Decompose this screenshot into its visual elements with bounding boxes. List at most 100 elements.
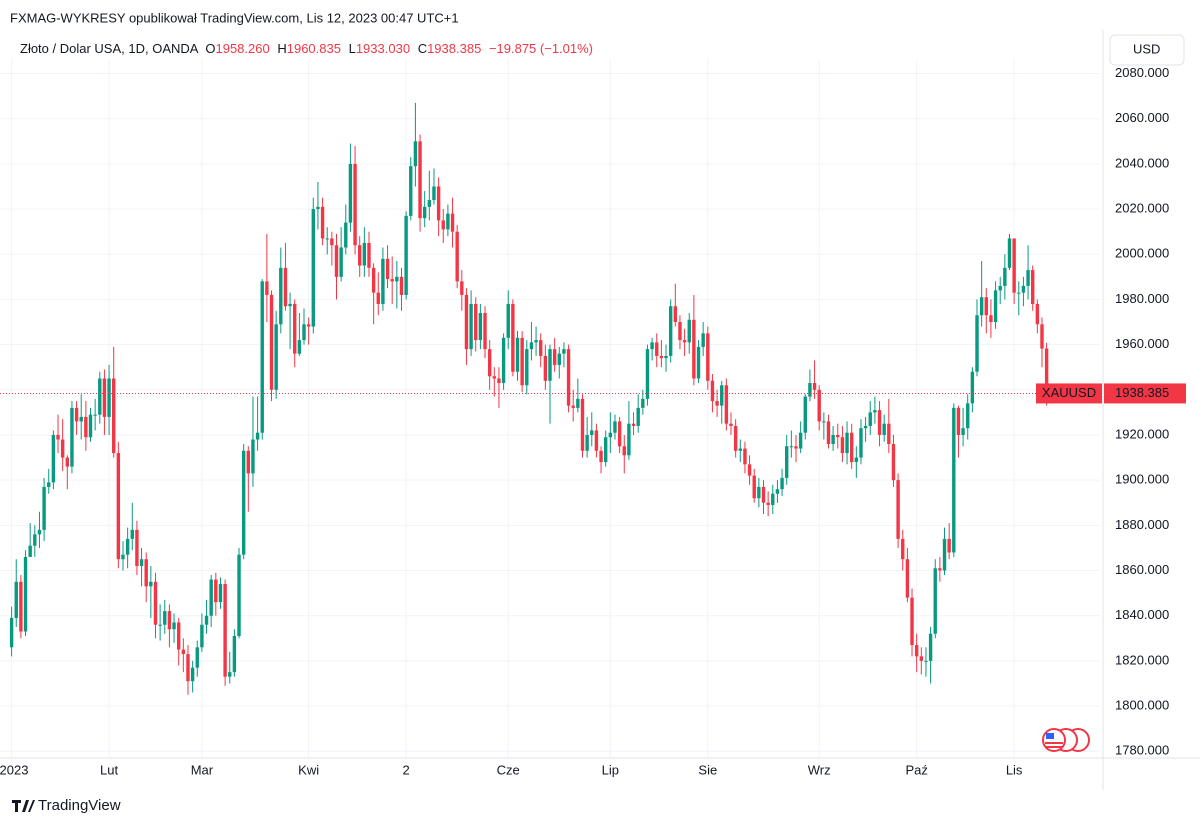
candle-body <box>163 611 167 625</box>
candle-body <box>283 267 288 307</box>
currency[interactable]: USD <box>1133 41 1160 56</box>
candle-body <box>701 333 705 347</box>
candle-body <box>116 453 121 560</box>
high-prefix: H <box>277 41 286 56</box>
currency-button[interactable] <box>1109 34 1185 66</box>
y-tick-label: 2080.000 <box>1115 65 1169 80</box>
candle-body <box>56 434 60 440</box>
candle-body <box>19 581 23 632</box>
candle-body <box>279 267 283 325</box>
open-value: 1958.260 <box>215 41 269 56</box>
candle-body <box>102 378 107 417</box>
candle-body <box>947 538 951 553</box>
candle-body <box>223 584 227 677</box>
high-value: 1960.835 <box>287 41 341 56</box>
candle-body <box>135 529 139 566</box>
candle-body <box>139 559 144 566</box>
x-tick-label: Lip <box>602 762 619 777</box>
candle-body <box>914 645 919 657</box>
x-tick-label: Cze <box>497 762 520 777</box>
candle-body <box>474 303 478 341</box>
candle-body <box>358 245 362 266</box>
candle-body <box>817 389 821 422</box>
candle-body <box>724 385 729 424</box>
candle-body <box>432 186 436 201</box>
legend: Złoto / Dolar USA, 1D, OANDA O1958.260 H… <box>20 41 593 56</box>
candle-body <box>228 672 232 677</box>
y-tick-label: 1820.000 <box>1115 652 1169 667</box>
candle-body <box>668 306 673 356</box>
candle-body <box>371 267 376 293</box>
y-tick-label: 1800.000 <box>1115 697 1169 712</box>
x-tick-label: 2 <box>403 762 410 777</box>
candle-body <box>339 247 343 277</box>
candle-body <box>181 649 186 655</box>
candle-body <box>497 378 501 384</box>
candle-body <box>130 529 134 539</box>
x-tick-label: Kwi <box>298 762 319 777</box>
candle-body <box>93 414 97 416</box>
legend-line: Złoto / Dolar USA, 1D, OANDA O1958.260 H… <box>20 41 593 56</box>
candle-body <box>195 647 199 668</box>
x-tick-label: Paź <box>905 762 927 777</box>
y-tick-label: 1780.000 <box>1115 743 1169 758</box>
y-tick-label: 1900.000 <box>1115 472 1169 487</box>
candle-body <box>966 403 970 429</box>
candle-body <box>1021 285 1026 293</box>
price-tag <box>1104 383 1186 404</box>
candle-body <box>785 446 789 478</box>
candle-body <box>687 319 691 343</box>
candle-body <box>710 380 715 402</box>
candle-body <box>455 231 459 282</box>
candle-body <box>293 303 297 354</box>
y-tick-label: 1860.000 <box>1115 562 1169 577</box>
candle-body <box>390 279 394 282</box>
candle-body <box>706 333 710 381</box>
candle-body <box>395 276 399 282</box>
price-tag-text: 1938.385 <box>1115 385 1169 400</box>
x-tick-label: Mar <box>191 762 214 777</box>
flags <box>1042 728 1090 752</box>
candle-body <box>631 423 636 426</box>
candle-body <box>868 412 872 426</box>
candle-body <box>956 407 961 435</box>
candle-body <box>172 622 176 630</box>
candle-body <box>585 434 589 451</box>
candle-body <box>381 258 385 304</box>
candle-body <box>1003 267 1007 286</box>
candle-body <box>478 312 483 341</box>
candle-body <box>42 486 46 530</box>
candle-body <box>1040 324 1044 349</box>
brand-name: TradingView <box>38 797 121 814</box>
candle-body <box>831 434 835 445</box>
candle-body <box>520 337 524 386</box>
candle-body <box>14 581 18 618</box>
candle-body <box>576 398 580 408</box>
candle-body <box>28 545 32 557</box>
candle-body <box>952 407 956 553</box>
candle-body <box>418 141 422 219</box>
candle-body <box>733 425 738 451</box>
x-tick-label: Sie <box>698 762 717 777</box>
candle-body <box>209 579 213 616</box>
candle-body <box>933 568 937 634</box>
candle-body <box>302 324 306 341</box>
candle-body <box>353 163 357 246</box>
candle-body <box>362 242 367 266</box>
candle-body <box>580 398 585 451</box>
candle-body <box>729 423 733 426</box>
y-tick-label: 2060.000 <box>1115 110 1169 125</box>
candle-body <box>942 538 947 571</box>
candle-body <box>9 617 14 648</box>
candle-body <box>441 220 445 230</box>
candle-body <box>961 428 965 435</box>
y-tick-label: 2020.000 <box>1115 201 1169 216</box>
candle-body <box>88 414 93 438</box>
candle-body <box>269 294 274 390</box>
candle-body <box>79 416 83 422</box>
candle-body <box>603 437 608 463</box>
candle-body <box>190 667 195 682</box>
candle-body <box>260 281 264 433</box>
x-tick-label: 2023 <box>0 762 28 777</box>
candle-body <box>311 209 315 327</box>
